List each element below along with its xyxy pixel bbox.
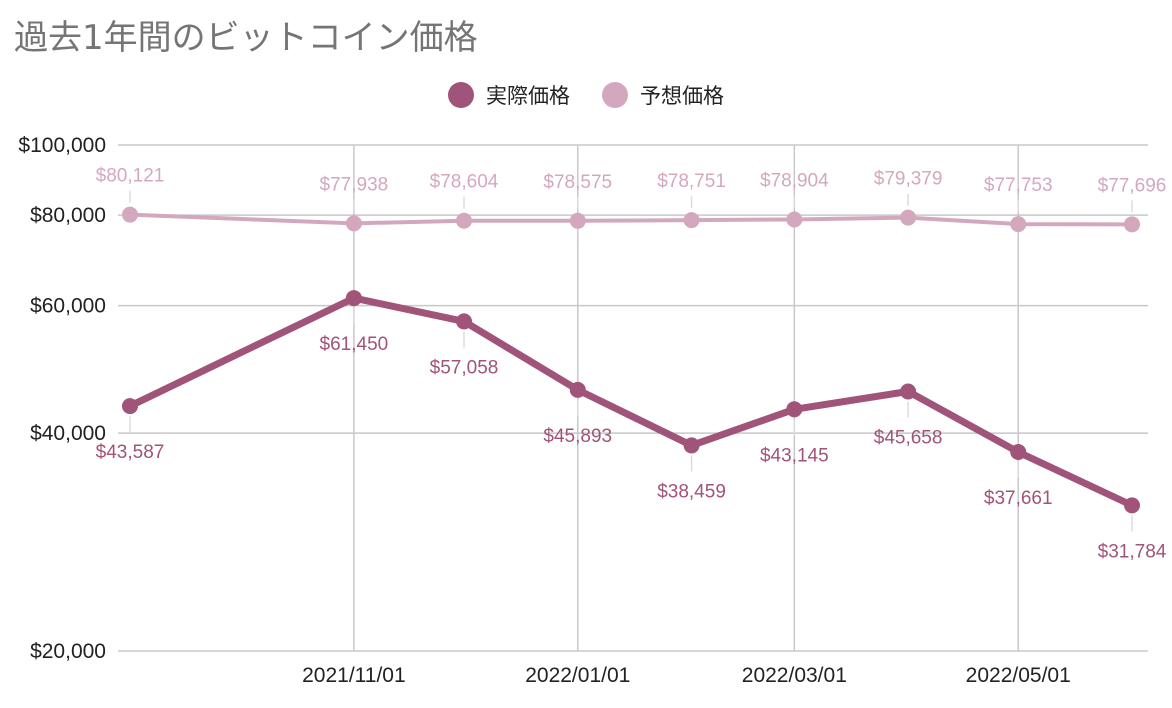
data-label: $77,753 — [984, 175, 1053, 196]
data-label: $78,575 — [543, 172, 612, 193]
x-axis-ticks: 2021/11/01 2022/01/01 2022/03/01 2022/05/01 — [302, 664, 1071, 687]
legend-item-actual[interactable]: 実際価格 — [448, 80, 570, 110]
data-point[interactable] — [786, 401, 803, 418]
data-point[interactable] — [900, 209, 917, 226]
data-point[interactable] — [1010, 444, 1027, 461]
data-label: $77,938 — [320, 174, 389, 195]
data-point[interactable] — [900, 383, 917, 400]
data-label: $78,751 — [657, 171, 726, 192]
data-point[interactable] — [1124, 216, 1140, 233]
series-line-actual — [126, 294, 1136, 509]
legend-swatch-actual — [448, 82, 474, 108]
data-label: $61,450 — [320, 334, 389, 355]
y-tick-label: $100,000 — [18, 134, 106, 157]
legend-swatch-forecast — [602, 82, 628, 108]
series-layer: $80,121 $77,938 $78,604 $78,575 $78,751 $78,9… — [96, 166, 1167, 563]
data-label: $43,587 — [96, 442, 165, 463]
data-label: $38,459 — [657, 481, 726, 502]
y-tick-label: $80,000 — [30, 204, 106, 227]
y-tick-label: $40,000 — [30, 422, 106, 445]
data-point[interactable] — [456, 313, 472, 330]
data-point[interactable] — [683, 212, 700, 229]
x-tick-label: 2021/11/01 — [302, 664, 406, 687]
data-label: $78,904 — [760, 170, 829, 191]
data-label: $45,658 — [874, 427, 943, 448]
legend-label-forecast: 予想価格 — [640, 84, 724, 108]
data-point[interactable] — [1124, 497, 1140, 514]
data-point[interactable] — [345, 215, 362, 232]
data-label: $77,696 — [1098, 175, 1167, 196]
data-label: $57,058 — [430, 357, 499, 378]
data-point[interactable] — [569, 212, 586, 229]
data-label: $43,145 — [760, 445, 829, 466]
x-tick-label: 2022/05/01 — [966, 664, 1071, 687]
x-tick-label: 2022/01/01 — [525, 664, 630, 687]
chart-legend: 実際価格 予想価格 — [0, 80, 1172, 110]
data-point[interactable] — [122, 206, 138, 223]
data-label: $37,661 — [984, 488, 1053, 509]
y-tick-label: $60,000 — [30, 295, 106, 318]
data-point[interactable] — [122, 398, 138, 415]
data-label: $80,121 — [96, 166, 165, 187]
y-tick-label: $20,000 — [30, 640, 106, 663]
data-point[interactable] — [456, 212, 472, 229]
data-point[interactable] — [569, 381, 586, 398]
data-point[interactable] — [345, 290, 362, 307]
series-line-forecast — [128, 212, 1134, 227]
legend-label-actual: 実際価格 — [486, 84, 570, 108]
series-actual: $43,587 $61,450 $57,058 $45,893 $38,459 $43,1… — [96, 290, 1167, 562]
data-point[interactable] — [786, 211, 803, 228]
series-forecast: $80,121 $77,938 $78,604 $78,575 $78,751 $78,9… — [96, 166, 1167, 233]
legend-item-forecast[interactable]: 予想価格 — [602, 80, 724, 110]
x-tick-label: 2022/03/01 — [742, 664, 847, 687]
data-label: $31,784 — [1098, 541, 1167, 562]
data-label: $45,893 — [543, 426, 612, 447]
data-point[interactable] — [1010, 216, 1027, 233]
data-label: $79,379 — [874, 169, 943, 190]
chart-title: 過去1年間のビットコイン価格 — [14, 18, 478, 58]
y-axis-ticks: $20,000 $40,000 $60,000 $80,000 $100,000 — [18, 134, 106, 663]
data-point[interactable] — [683, 437, 700, 454]
data-label: $78,604 — [430, 172, 499, 193]
